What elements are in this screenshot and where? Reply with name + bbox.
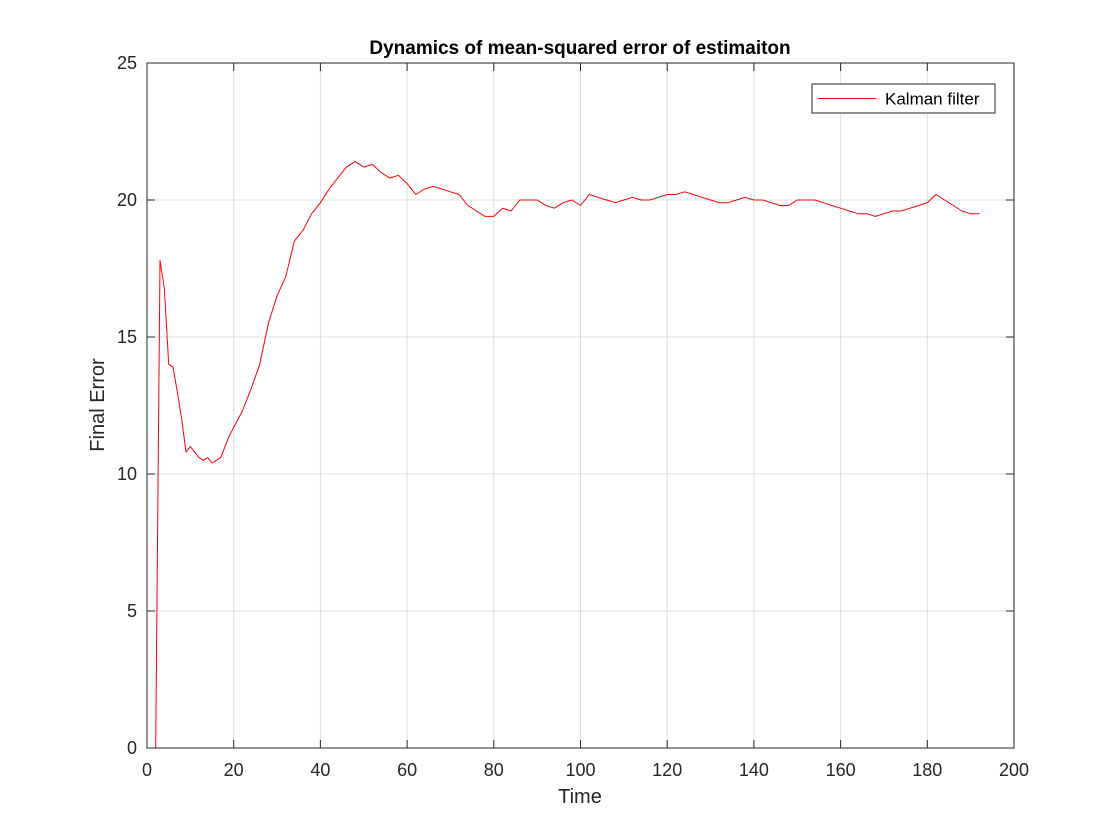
x-tick-label: 180 (912, 760, 942, 780)
x-tick-label: 160 (826, 760, 856, 780)
x-tick-label: 0 (142, 760, 152, 780)
y-axis-label: Final Error (87, 358, 109, 452)
series-layer (151, 161, 980, 749)
x-tick-label: 140 (739, 760, 769, 780)
x-tick-label: 60 (397, 760, 417, 780)
y-tick-label: 20 (117, 190, 137, 210)
x-tick-label: 120 (652, 760, 682, 780)
axis-ticks: 0 20 40 60 80 100 120 140 160 180 200 0 5 10 15 20 25 (117, 53, 1029, 780)
y-tick-label: 0 (127, 738, 137, 758)
x-axis-label: Time (558, 786, 602, 808)
x-tick-label: 20 (224, 760, 244, 780)
y-tick-label: 10 (117, 464, 137, 484)
y-tick-label: 25 (117, 53, 137, 73)
x-tick-label: 100 (565, 760, 595, 780)
x-tick-label: 40 (310, 760, 330, 780)
chart-title: Dynamics of mean-squared error of estima… (369, 38, 790, 59)
grid-lines (147, 63, 1014, 748)
x-tick-label: 200 (999, 760, 1029, 780)
y-tick-label: 5 (127, 601, 137, 621)
legend-label-kalman-filter: Kalman filter (885, 90, 980, 109)
series-line-kalman-filter (151, 161, 980, 749)
legend: Kalman filter (811, 83, 996, 114)
x-tick-label: 80 (484, 760, 504, 780)
y-tick-label: 15 (117, 327, 137, 347)
